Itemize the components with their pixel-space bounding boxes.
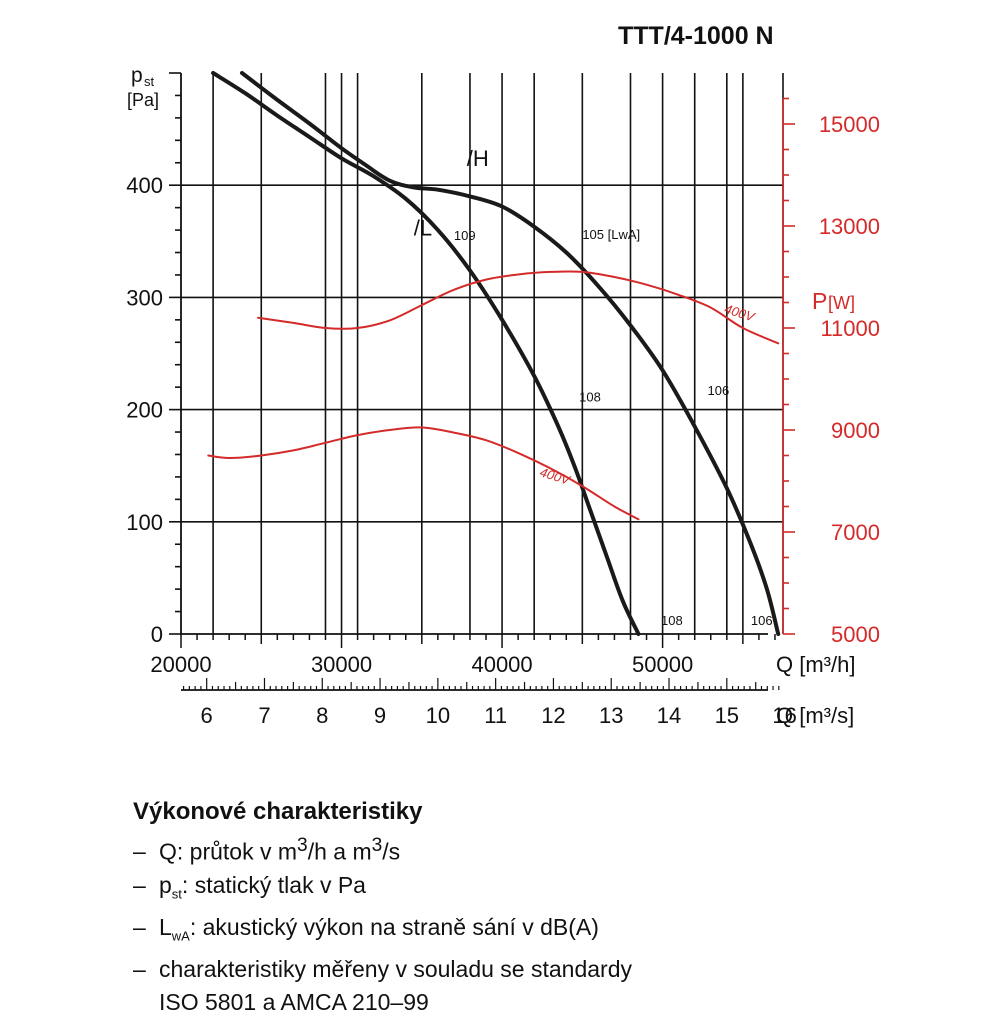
legend-text: : statický tlak v Pa [181, 871, 366, 898]
legend-text: : akustický výkon na straně sání v dB(A) [189, 913, 599, 940]
x-secondary-tick-label: 6 [201, 703, 213, 728]
legend-dash: – [133, 871, 146, 898]
y-axis-right-unit: [W] [828, 293, 855, 313]
fan-performance-chart: 0 100 200 300 400 5000 7000 9000 11000 13000 15000… [126, 64, 880, 728]
y-tick-label-left: 200 [126, 398, 163, 423]
legend-text: Q: průtok v m [159, 838, 298, 865]
voltage-label: 400V [723, 301, 758, 325]
chart-grid [181, 73, 784, 634]
legend-item-sound: – LwA: akustický výkon na straně sání v d… [133, 911, 632, 953]
legend-dash: – [133, 913, 146, 940]
y-axis-left-title-sub: st [144, 74, 155, 89]
legend-title: Výkonové charakteristiky [133, 798, 423, 825]
legend-text: ISO 5801 a AMCA 210–99 [159, 989, 429, 1016]
curve-label: /L [414, 216, 432, 241]
x-secondary-tick-label: 12 [541, 703, 565, 728]
x-secondary-tick-label: 7 [258, 703, 270, 728]
legend-text: L [159, 913, 172, 940]
sound-power-label: 109 [454, 228, 476, 243]
y-tick-label-left: 300 [126, 285, 163, 310]
legend-text: /h a m [307, 838, 372, 865]
y-tick-label-left: 0 [151, 622, 163, 647]
sound-power-label: 106 [708, 383, 730, 398]
x-tick-label: 30000 [311, 652, 372, 677]
legend-item-pressure: – pst: statický tlak v Pa [133, 869, 632, 911]
x-secondary-tick-label: 15 [715, 703, 739, 728]
x-secondary-tick-label: 11 [484, 703, 507, 728]
legend-text: p [159, 871, 172, 898]
legend-dash: – [133, 955, 146, 982]
chart-labels: 0 100 200 300 400 5000 7000 9000 11000 13000 15000… [126, 64, 880, 728]
chart-axes [169, 72, 795, 691]
pressure-curve-l [211, 71, 641, 636]
legend-sup: 3 [371, 834, 383, 856]
legend-sup: 3 [297, 834, 308, 856]
x-tick-label: 20000 [150, 652, 211, 677]
x-tick-label: 40000 [471, 652, 532, 677]
y-tick-label-right: 7000 [831, 520, 880, 545]
x-secondary-tick-label: 14 [657, 703, 681, 728]
y-axis-left-unit: [Pa] [127, 90, 159, 110]
y-tick-label-right: 9000 [831, 418, 880, 443]
y-tick-label-right: 11000 [820, 316, 880, 341]
legend-sub: wA [171, 928, 190, 944]
power-curve-2 [257, 270, 780, 345]
x-secondary-tick-label: 13 [599, 703, 623, 728]
power-curve-3 [207, 426, 640, 521]
sound-power-label: 108 [579, 390, 601, 405]
curve-label: /H [467, 146, 489, 171]
x-secondary-tick-label: 8 [316, 703, 328, 728]
y-tick-label-right: 13000 [819, 214, 880, 239]
voltage-label: 400V [538, 464, 573, 488]
legend-item-standards: – charakteristiky měřeny v souladu se sta… [133, 953, 632, 987]
sound-power-label: 108 [661, 613, 683, 628]
x-tick-label: 50000 [632, 652, 693, 677]
legend-item-flow: – Q: průtok v m3/h a m3/s [133, 829, 632, 869]
x-axis-secondary-label: Q [m³/s] [776, 703, 854, 728]
legend-dash: – [133, 838, 146, 865]
legend-text: charakteristiky měřeny v souladu se stan… [159, 955, 632, 982]
sound-power-label: 106 [751, 613, 773, 628]
chart-title: TTT/4-1000 N [618, 22, 774, 50]
x-secondary-tick-label: 10 [426, 703, 450, 728]
legend-sub: st [171, 886, 182, 902]
y-tick-label-right: 5000 [831, 622, 880, 647]
y-axis-right-title: P [812, 288, 827, 314]
y-tick-label-left: 400 [126, 173, 163, 198]
x-secondary-tick-label: 9 [374, 703, 386, 728]
y-tick-label-left: 100 [126, 510, 163, 535]
sound-power-label: 105 [LwA] [582, 227, 640, 242]
y-axis-left-title: p [131, 64, 143, 87]
chart-curves [207, 71, 781, 636]
legend-item-standards-cont: ISO 5801 a AMCA 210–99 [133, 986, 632, 1020]
x-axis-label: Q [m³/h] [776, 652, 855, 677]
x-secondary-tick-label: 16 [772, 703, 796, 728]
legend-text: /s [382, 838, 401, 865]
y-tick-label-right: 15000 [819, 112, 880, 137]
legend-block: Výkonové charakteristiky – Q: průtok v m3… [133, 795, 632, 1020]
pressure-curve-h [240, 71, 781, 636]
